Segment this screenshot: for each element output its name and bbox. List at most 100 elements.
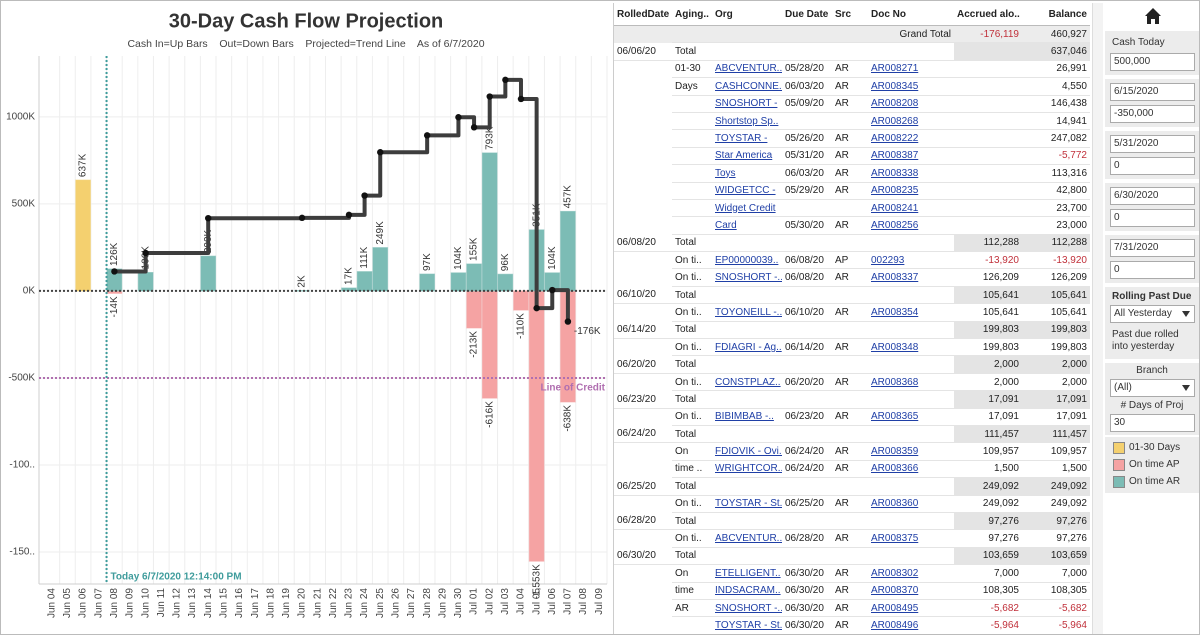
table-cell[interactable]: TOYSTAR - St.. [712,495,782,513]
y-tick-label: 1000K [6,112,35,123]
table-cell[interactable]: AR008359 [868,442,954,461]
amount-input[interactable]: 0 [1110,157,1195,175]
table-cell[interactable]: AR008366 [868,460,954,479]
table-cell[interactable]: AR008496 [868,616,954,634]
table-cell[interactable]: AR008235 [868,182,954,200]
amount-input[interactable]: -350,000 [1110,105,1195,123]
table-cell[interactable]: ETELLIGENT.. [712,564,782,583]
table-cell[interactable]: INDSACRAM.. [712,582,782,600]
table-cell[interactable]: TOYSTAR - [712,129,782,148]
table-cell[interactable]: AR008375 [868,529,954,548]
table-row: 06/30/20 Total 103,659 103,659 [614,547,1090,566]
date-input[interactable]: 6/30/2020 [1110,187,1195,205]
table-cell[interactable]: Widget Credit [712,199,782,218]
table-cell[interactable]: 002293 [868,251,954,270]
table-cell: -5,964 [954,616,1022,634]
empty-cell [782,286,832,305]
control-label: Rolling Past Due [1112,291,1192,302]
table-cell[interactable]: ABCVENTUR.. [712,60,782,79]
empty-cell [672,164,712,183]
table-cell: 1,500 [1022,460,1090,479]
table-cell[interactable]: FDIOVIK - Ovi.. [712,442,782,461]
table-cell[interactable]: FDIAGRI - Ag.. [712,338,782,357]
table-cell[interactable]: TOYONEILL -.. [712,303,782,322]
empty-cell [614,617,672,634]
dropdown[interactable]: All Yesterday [1110,305,1195,323]
table-cell[interactable]: AR008345 [868,77,954,96]
table-cell[interactable]: CASHCONNE.. [712,77,782,96]
table-cell[interactable]: AR008360 [868,495,954,513]
text-input[interactable]: 500,000 [1110,53,1195,71]
x-tick-label: Jun 06 [78,588,89,618]
column-header: Accrued alo.. [954,3,1022,26]
table-cell[interactable]: Toys [712,164,782,183]
table-cell[interactable]: WRIGHTCOR.. [712,460,782,479]
table-cell[interactable]: AR008368 [868,373,954,392]
table-cell[interactable]: AR008370 [868,582,954,600]
text-input[interactable]: 30 [1110,414,1195,432]
table-cell: Total [672,390,712,409]
bar-label: 2K [297,275,308,288]
table-cell[interactable]: AR008241 [868,199,954,218]
empty-cell [614,25,672,43]
table-cell[interactable]: SNOSHORT -.. [712,268,782,287]
detail-table: RolledDate Aging.. Org Due Date Src Doc No Acc… [613,3,1092,634]
trend-point [205,214,212,222]
table-cell[interactable]: TOYSTAR - St.. [712,616,782,634]
scrollbar[interactable] [1092,3,1103,634]
empty-cell [614,373,672,390]
table-cell[interactable]: AR008208 [868,95,954,113]
table-cell[interactable]: AR008337 [868,268,954,287]
arrow[interactable] [1182,385,1190,391]
table-cell[interactable]: Shortstop Sp.. [712,112,782,131]
table-cell[interactable]: CONSTPLAZ.. [712,373,782,392]
table-cell[interactable]: AR008256 [868,216,954,235]
table-cell[interactable]: SNOSHORT -.. [712,599,782,618]
empty-cell [868,234,954,253]
empty-cell [954,77,1022,96]
table-cell: 06/23/20 [782,408,832,426]
bar-label: 126K [109,242,120,266]
table-cell: 06/30/20 [614,547,672,566]
table-cell: 97,276 [954,512,1022,531]
dropdown-arrow[interactable] [1182,311,1190,317]
amount-input[interactable]: 0 [1110,261,1195,279]
table-cell[interactable]: Star America [712,147,782,166]
table-cell[interactable]: AR008222 [868,129,954,148]
table-cell[interactable]: AR008365 [868,408,954,426]
table-cell[interactable]: AR008338 [868,164,954,183]
dropdown-arrow[interactable] [1182,385,1190,391]
x-tick-label: Jun 21 [312,588,323,618]
table-cell: 97,276 [1022,512,1090,531]
table-cell: 108,305 [1022,582,1090,600]
table-cell[interactable]: AR008268 [868,112,954,131]
home-icon[interactable] [1144,7,1162,25]
table-cell: 2,000 [954,373,1022,392]
table-cell: 06/20/20 [614,355,672,374]
table-cell[interactable]: AR008354 [868,303,954,322]
empty-cell [832,477,868,496]
table-cell[interactable]: WIDGETCC - [712,182,782,200]
control-label: # Days of Proj [1120,400,1184,411]
table-cell[interactable]: AR008387 [868,147,954,166]
table-cell: 06/25/20 [614,477,672,496]
table-cell[interactable]: ABCVENTUR.. [712,529,782,548]
table-cell[interactable]: BIBIMBAB -.. [712,408,782,426]
table-cell[interactable]: AR008302 [868,564,954,583]
arrow[interactable] [1182,311,1190,317]
dropdown[interactable]: (All) [1110,379,1195,397]
table-cell[interactable]: EP00000039.. [712,251,782,270]
table-cell: 109,957 [1022,442,1090,461]
bar-label: 97K [422,253,433,271]
table-cell[interactable]: AR008271 [868,60,954,79]
amount-input[interactable]: 0 [1110,209,1195,227]
table-cell[interactable]: AR008495 [868,599,954,618]
date-input[interactable]: 5/31/2020 [1110,135,1195,153]
table-cell[interactable]: AR008348 [868,338,954,357]
table-cell[interactable]: SNOSHORT - [712,95,782,113]
date-input[interactable]: 6/15/2020 [1110,83,1195,101]
date-input[interactable]: 7/31/2020 [1110,239,1195,257]
table-row: Days CASHCONNE.. 06/03/20 AR AR008345 4,550 [614,77,1090,96]
bar-label: 111K [359,246,370,268]
table-cell[interactable]: Card [712,216,782,235]
